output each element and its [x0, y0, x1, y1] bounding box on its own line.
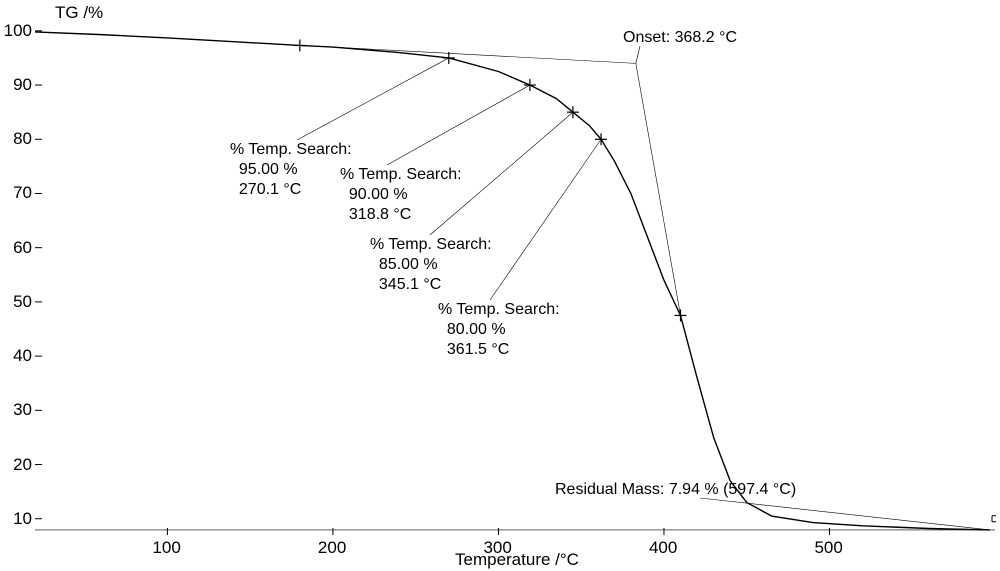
tg-curve: [35, 32, 990, 530]
x-tick-label: 200: [318, 538, 346, 558]
temp-search-annotation: % Temp. Search: 95.00 % 270.1 °C: [230, 140, 352, 200]
temp-search-annotation: % Temp. Search: 85.00 % 345.1 °C: [370, 235, 492, 295]
chart-svg: [0, 0, 1000, 571]
y-tick-label: 30: [2, 400, 32, 420]
y-tick-label: 80: [2, 129, 32, 149]
y-tick-label: 90: [2, 75, 32, 95]
x-tick-label: 100: [152, 538, 180, 558]
y-tick-label: 50: [2, 292, 32, 312]
x-tick-label: 300: [483, 538, 511, 558]
onset-label: Onset: 368.2 °C: [623, 28, 737, 48]
y-tick-label: 20: [2, 455, 32, 475]
residual-mass-label: Residual Mass: 7.94 % (597.4 °C): [555, 480, 796, 500]
x-tick-label: 500: [814, 538, 842, 558]
temp-search-annotation: % Temp. Search: 90.00 % 318.8 °C: [340, 165, 462, 225]
tg-chart: TG /% Temperature /°C 102030405060708090…: [0, 0, 1000, 571]
y-tick-label: 100: [2, 21, 32, 41]
y-tick-label: 70: [2, 183, 32, 203]
y-tick-label: 10: [2, 509, 32, 529]
y-tick-label: 60: [2, 238, 32, 258]
y-tick-label: 40: [2, 346, 32, 366]
x-tick-label: 400: [649, 538, 677, 558]
temp-search-annotation: % Temp. Search: 80.00 % 361.5 °C: [438, 300, 560, 360]
